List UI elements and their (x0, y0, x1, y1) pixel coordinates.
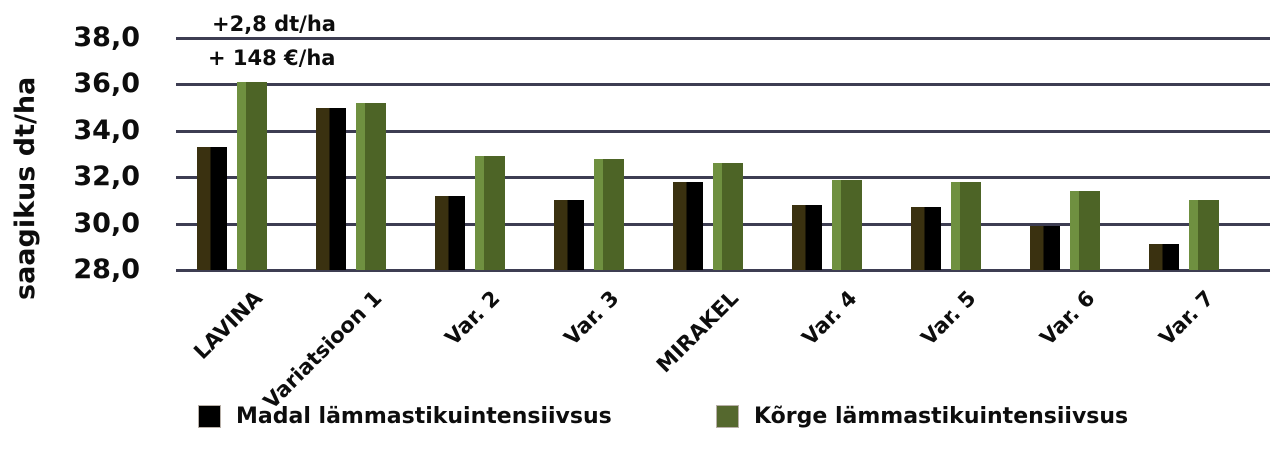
legend-swatch-green (716, 405, 739, 428)
x-label-lavina: LAVINA (189, 286, 267, 364)
y-tick-label: 38,0 (73, 21, 140, 53)
bar-high-nitrogen-variatsioon-1 (356, 102, 386, 270)
legend-swatch-black (198, 405, 221, 428)
bar-low-nitrogen-mirakel (673, 181, 703, 270)
x-label-var-6: Var. 6 (1035, 286, 1100, 351)
bar-low-nitrogen-variatsioon-1 (316, 107, 346, 270)
bar-low-nitrogen-var-7 (1149, 244, 1179, 270)
y-tick-label: 30,0 (73, 207, 140, 239)
bar-low-nitrogen-var-6 (1030, 225, 1060, 270)
gridline-34 (176, 129, 1270, 133)
bar-low-nitrogen-var-5 (911, 207, 941, 270)
x-label-var-3: Var. 3 (559, 286, 624, 351)
bar-high-nitrogen-var-7 (1189, 200, 1219, 270)
y-tick-label: 36,0 (73, 68, 140, 100)
x-label-var-7: Var. 7 (1154, 286, 1219, 351)
bar-high-nitrogen-var-5 (951, 181, 981, 270)
annotation-yield-gain: +2,8 dt/ha (212, 12, 336, 36)
legend-label: Madal lämmastikuintensiivsus (236, 404, 612, 429)
bar-low-nitrogen-var-4 (792, 205, 822, 270)
gridline-38 (176, 37, 1270, 40)
bar-high-nitrogen-var-2 (475, 156, 505, 270)
legend-item-low-nitrogen: Madal lämmastikuintensiivsus (198, 404, 612, 429)
bar-low-nitrogen-var-3 (554, 200, 584, 270)
gridline-36 (176, 83, 1270, 87)
bar-high-nitrogen-var-3 (594, 158, 624, 270)
legend-item-high-nitrogen: Kõrge lämmastikuintensiivsus (716, 404, 1128, 429)
bar-low-nitrogen-var-2 (435, 195, 465, 270)
bar-high-nitrogen-lavina (237, 82, 267, 270)
legend-label: Kõrge lämmastikuintensiivsus (754, 404, 1129, 429)
annotation-euro-gain: + 148 €/ha (208, 46, 336, 70)
bar-high-nitrogen-var-4 (832, 179, 862, 270)
plot-area (176, 37, 1270, 272)
x-label-var-2: Var. 2 (440, 286, 505, 351)
bar-low-nitrogen-lavina (197, 147, 227, 270)
gridline-28 (176, 269, 1270, 272)
x-label-variatsioon-1: Variatsioon 1 (258, 286, 386, 414)
y-axis-title: saagikus dt/ha (10, 76, 41, 300)
x-label-var-5: Var. 5 (916, 286, 981, 351)
bar-high-nitrogen-var-6 (1070, 191, 1100, 270)
y-tick-label: 34,0 (73, 114, 140, 146)
bar-high-nitrogen-mirakel (713, 163, 743, 270)
x-label-var-4: Var. 4 (797, 286, 862, 351)
x-label-mirakel: MIRAKEL (651, 286, 743, 378)
y-tick-label: 32,0 (73, 161, 140, 193)
y-tick-label: 28,0 (73, 253, 140, 285)
